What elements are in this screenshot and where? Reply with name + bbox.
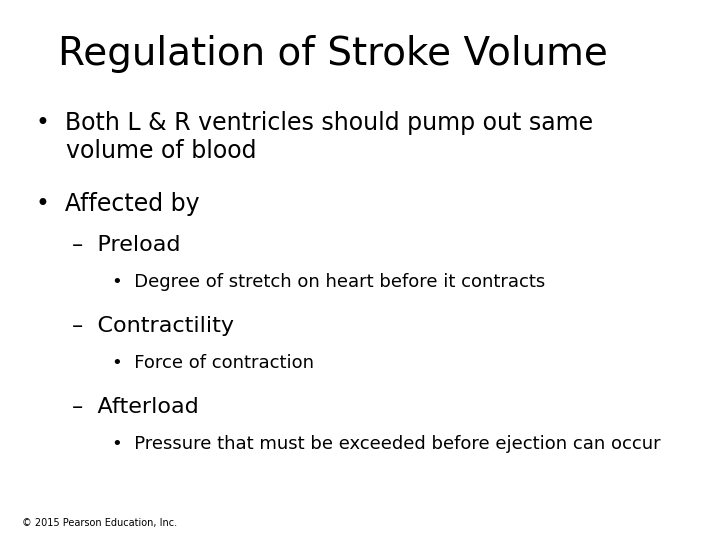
Text: –  Contractility: – Contractility bbox=[72, 316, 234, 336]
Text: Regulation of Stroke Volume: Regulation of Stroke Volume bbox=[58, 35, 608, 73]
Text: –  Afterload: – Afterload bbox=[72, 397, 199, 417]
Text: •  Affected by: • Affected by bbox=[36, 192, 199, 215]
Text: •  Pressure that must be exceeded before ejection can occur: • Pressure that must be exceeded before … bbox=[112, 435, 660, 453]
Text: •  Force of contraction: • Force of contraction bbox=[112, 354, 314, 372]
Text: –  Preload: – Preload bbox=[72, 235, 181, 255]
Text: •  Both L & R ventricles should pump out same
    volume of blood: • Both L & R ventricles should pump out … bbox=[36, 111, 593, 163]
Text: •  Degree of stretch on heart before it contracts: • Degree of stretch on heart before it c… bbox=[112, 273, 545, 291]
Text: © 2015 Pearson Education, Inc.: © 2015 Pearson Education, Inc. bbox=[22, 518, 176, 528]
